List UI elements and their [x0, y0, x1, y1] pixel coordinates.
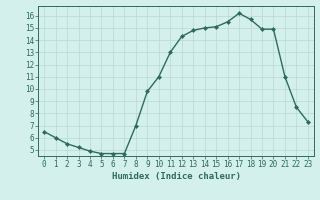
X-axis label: Humidex (Indice chaleur): Humidex (Indice chaleur): [111, 172, 241, 181]
